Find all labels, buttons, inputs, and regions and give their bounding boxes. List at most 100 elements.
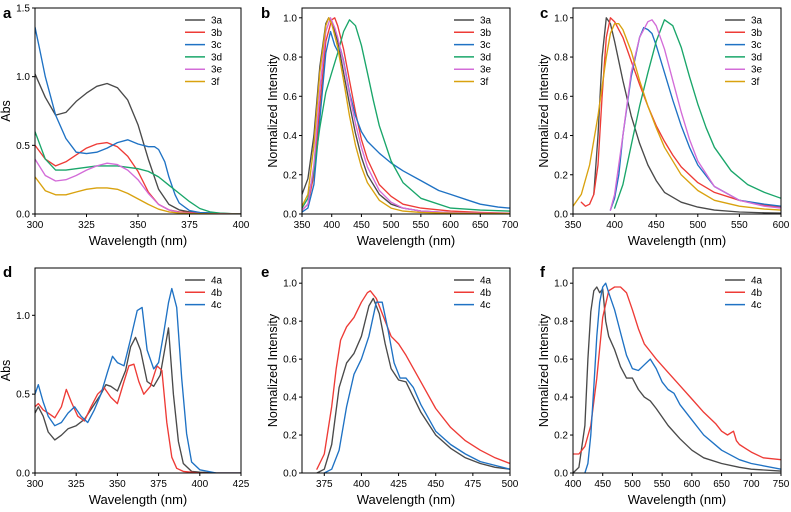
panel-d-label: d (3, 264, 12, 281)
series-line-3c (35, 26, 241, 214)
panel-b-frame (301, 7, 511, 215)
x-tick-label: 375 (316, 479, 333, 490)
y-axis-label: Normalized Intensity (537, 313, 551, 427)
legend-label-3d: 3d (751, 52, 762, 63)
legend-label-4a: 4a (751, 276, 763, 287)
panel-a: a 300 325 350 375 400 0.0 0.5 1.0 1.5 Wavelength … (0, 4, 250, 249)
y-tick-label: 0.8 (283, 53, 297, 64)
legend-label-4c: 4c (211, 300, 222, 311)
legend-label-4a: 4a (211, 276, 223, 287)
y-tick-label: 1.0 (554, 13, 568, 24)
panel-c-frame (572, 7, 782, 215)
x-tick-label: 500 (502, 479, 519, 490)
legend-label-3f: 3f (751, 77, 760, 88)
x-tick-label: 350 (109, 479, 126, 490)
y-tick-label: 0.4 (283, 393, 297, 404)
x-tick-label: 400 (606, 220, 623, 231)
x-tick-label: 750 (773, 479, 790, 490)
series-line-4a (316, 297, 510, 473)
legend-label-3d: 3d (480, 52, 491, 63)
legend-label-3e: 3e (211, 65, 223, 76)
panel-c-label: c (540, 5, 548, 22)
series-line-3c (302, 30, 510, 213)
x-tick-label: 425 (390, 479, 407, 490)
panel-d: d 300 325 350 375 400 425 0.0 0.5 1.0 Wavelength … (0, 264, 250, 507)
series-line-4b (35, 363, 241, 473)
x-tick-label: 300 (27, 479, 44, 490)
x-tick-label: 600 (442, 220, 459, 231)
panel-d-plot-area (35, 287, 241, 473)
y-tick-label: 0.8 (283, 317, 297, 328)
y-tick-label: 0.0 (283, 469, 297, 480)
x-tick-label: 425 (233, 479, 250, 490)
x-tick-label: 600 (773, 220, 790, 231)
y-tick-label: 1.0 (554, 279, 568, 290)
x-tick-label: 325 (68, 479, 85, 490)
panel-f-frame (572, 267, 782, 474)
series-line-3f (302, 17, 510, 214)
legend-label-4c: 4c (480, 300, 491, 311)
x-tick-label: 650 (472, 220, 489, 231)
legend-label-3b: 3b (211, 28, 223, 39)
x-tick-label: 325 (78, 220, 95, 231)
legend-label-4c: 4c (751, 300, 762, 311)
y-axis-label: Abs (0, 360, 13, 382)
y-tick-label: 0.2 (554, 431, 568, 442)
panel-d-frame (34, 267, 242, 474)
series-line-4a (573, 286, 781, 473)
x-tick-label: 450 (353, 220, 370, 231)
series-line-3e (609, 19, 781, 211)
y-tick-label: 0.4 (554, 131, 568, 142)
series-line-3a (35, 73, 241, 214)
series-line-4c (35, 287, 241, 473)
y-tick-label: 1.0 (283, 13, 297, 24)
x-axis-label: Wavelength (nm) (357, 492, 456, 507)
series-line-3a (593, 17, 781, 214)
y-tick-label: 0.0 (16, 210, 30, 221)
x-tick-label: 500 (689, 220, 706, 231)
y-tick-label: 1.5 (16, 4, 30, 15)
series-line-4c (584, 282, 781, 473)
panel-c: c 350 400 450 500 550 600 0.0 0.2 0.4 0.6 0.8 1.0 Wa… (537, 5, 790, 248)
legend-label-3c: 3c (751, 40, 762, 51)
x-tick-label: 350 (130, 220, 147, 231)
y-axis-label: Normalized Intensity (537, 54, 551, 168)
x-axis-label: Wavelength (nm) (628, 233, 727, 248)
x-tick-label: 600 (684, 479, 701, 490)
x-tick-label: 550 (731, 220, 748, 231)
x-tick-label: 400 (353, 479, 370, 490)
x-axis-label: Wavelength (nm) (89, 492, 188, 507)
x-tick-label: 450 (427, 479, 444, 490)
x-tick-label: 400 (323, 220, 340, 231)
x-tick-label: 450 (594, 479, 611, 490)
series-line-3d (613, 19, 781, 209)
y-tick-label: 0.6 (283, 92, 297, 103)
legend-label-3b: 3b (480, 28, 492, 39)
x-tick-label: 350 (294, 220, 311, 231)
x-tick-label: 400 (233, 220, 250, 231)
x-tick-label: 450 (648, 220, 665, 231)
panel-f: f 400 450 500 550 600 650 700 750 0.0 0.2 0.4 0.6 0.… (537, 264, 790, 507)
y-tick-label: 0.0 (283, 210, 297, 221)
panel-a-label: a (3, 5, 12, 22)
y-tick-label: 0.0 (554, 210, 568, 221)
x-axis-label: Wavelength (nm) (628, 492, 727, 507)
series-line-3b (580, 17, 781, 208)
x-tick-label: 500 (383, 220, 400, 231)
y-tick-label: 0.0 (554, 469, 568, 480)
panel-e-plot-area (316, 290, 510, 473)
y-tick-label: 0.5 (16, 141, 30, 152)
y-tick-label: 0.6 (283, 355, 297, 366)
panel-a-plot-area (35, 26, 241, 214)
legend-label-4b: 4b (211, 288, 223, 299)
x-tick-label: 550 (654, 479, 671, 490)
y-tick-label: 0.5 (16, 390, 30, 401)
y-tick-label: 0.4 (283, 131, 297, 142)
series-line-3e (302, 17, 510, 214)
series-line-4b (316, 290, 510, 470)
y-tick-label: 1.0 (283, 279, 297, 290)
